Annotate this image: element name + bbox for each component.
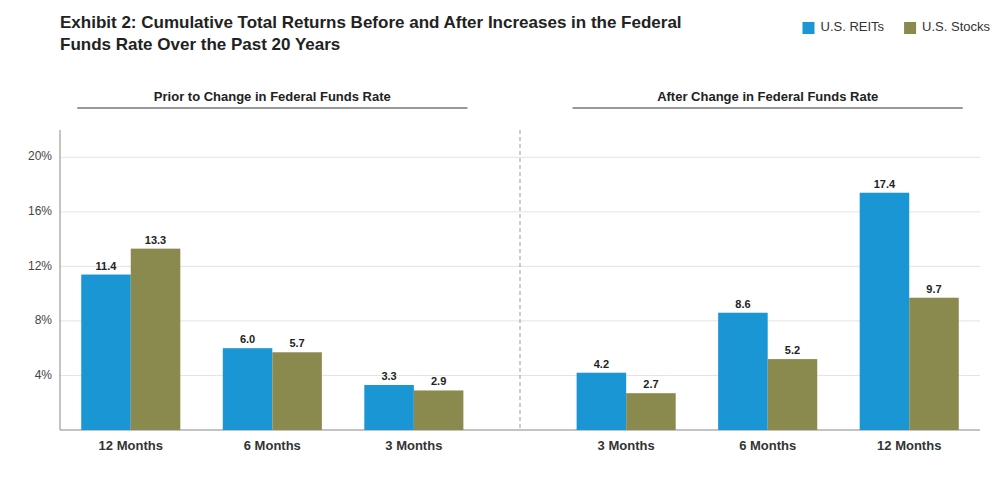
data-label: 5.2	[785, 344, 800, 356]
bar	[364, 385, 414, 430]
y-tick-label: 20%	[28, 149, 52, 163]
y-tick-label: 12%	[28, 259, 52, 273]
data-label: 6.0	[240, 333, 255, 345]
section-bracket	[77, 107, 467, 108]
legend-label: U.S. REITs	[821, 19, 885, 34]
bars	[81, 193, 959, 430]
bar	[272, 352, 322, 430]
legend-label: U.S. Stocks	[922, 19, 990, 34]
bar	[860, 193, 910, 430]
data-labels: 11.4 6.0 3.3 4.2 8.6 17.4 13.3 5.7 2.9 2.7 5.2 9.7	[96, 178, 942, 390]
x-tick-label: 12 Months	[877, 438, 941, 453]
bar	[626, 393, 676, 430]
bar	[81, 275, 131, 430]
y-tick-label: 16%	[28, 204, 52, 218]
title-line: Exhibit 2: Cumulative Total Returns Befo…	[60, 13, 682, 32]
bar	[131, 249, 181, 430]
x-tick-label: 3 Months	[385, 438, 442, 453]
bar	[577, 373, 627, 430]
grid-line	[60, 157, 980, 158]
bar	[768, 359, 818, 430]
y-tick-label: 4%	[35, 368, 53, 382]
y-tick-label: 8%	[35, 313, 53, 327]
bar	[909, 298, 959, 430]
data-label: 2.7	[643, 378, 658, 390]
data-label: 8.6	[735, 298, 750, 310]
data-label: 5.7	[289, 337, 304, 349]
x-tick-label: 6 Months	[739, 438, 796, 453]
legend-swatch	[904, 22, 916, 34]
y-axis	[60, 130, 61, 430]
data-label: 17.4	[874, 178, 896, 190]
data-label: 11.4	[96, 260, 118, 272]
bar	[414, 390, 464, 430]
bar	[223, 348, 273, 430]
data-label: 4.2	[594, 358, 609, 370]
data-label: 3.3	[381, 370, 396, 382]
section-divider	[520, 130, 521, 430]
section-label: After Change in Federal Funds Rate	[657, 89, 878, 104]
legend: U.S. Stocks U.S. REITs	[803, 19, 991, 34]
x-tick-label: 3 Months	[598, 438, 655, 453]
section-bracket	[573, 107, 963, 108]
grid-line	[60, 211, 980, 212]
legend-swatch	[803, 22, 815, 34]
section-label: Prior to Change in Federal Funds Rate	[154, 89, 391, 104]
x-tick-label: 12 Months	[99, 438, 163, 453]
title-line: Funds Rate Over the Past 20 Years	[60, 35, 340, 54]
x-tick-label: 6 Months	[244, 438, 301, 453]
data-label: 9.7	[926, 283, 941, 295]
title: Exhibit 2: Cumulative Total Returns Befo…	[60, 13, 682, 54]
data-label: 13.3	[145, 234, 166, 246]
data-label: 2.9	[431, 375, 446, 387]
bar	[718, 313, 768, 430]
